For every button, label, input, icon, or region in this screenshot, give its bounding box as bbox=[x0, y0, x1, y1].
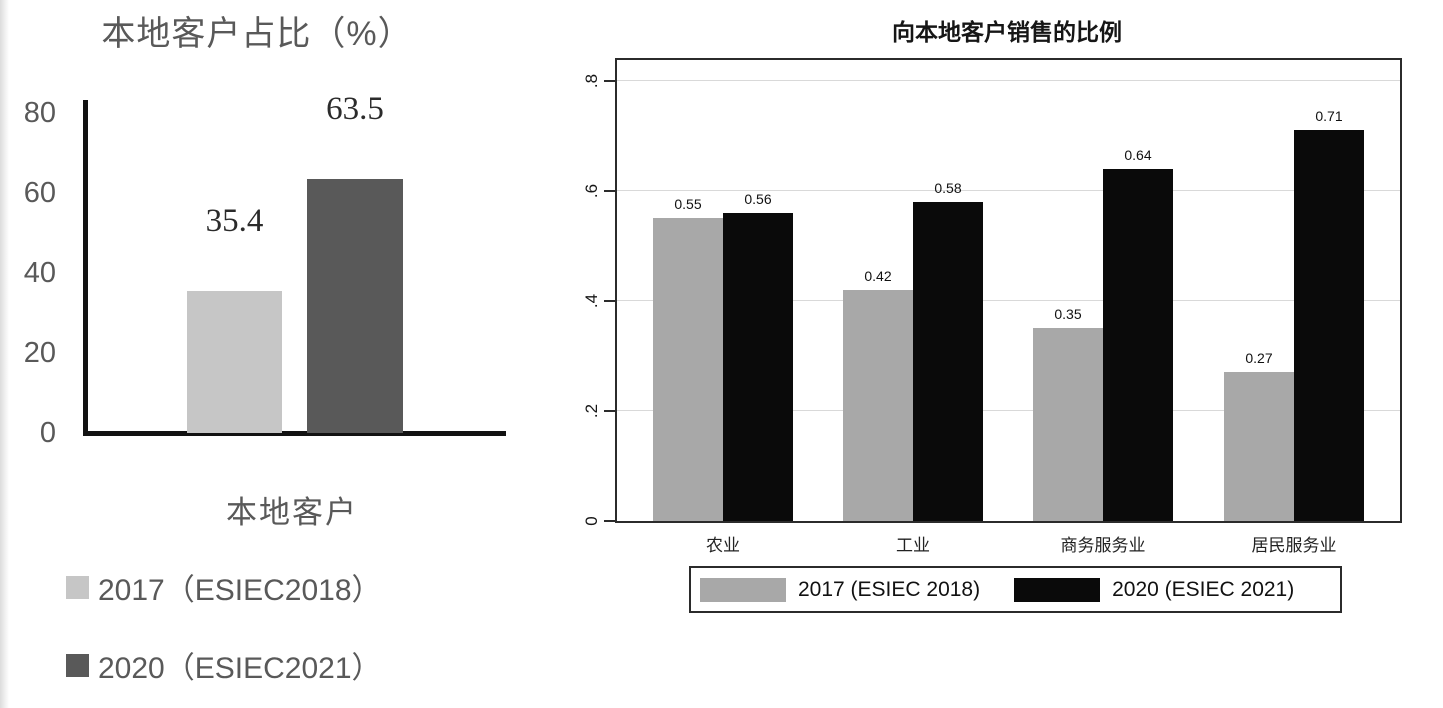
left-chart-y-axis-line bbox=[83, 100, 88, 436]
legend-label: 2017（ESIEC2018） bbox=[98, 574, 382, 607]
y-tick-mark bbox=[604, 190, 615, 192]
category-label: 居民服务业 bbox=[1251, 536, 1337, 555]
bar-value-label: 0.64 bbox=[1124, 147, 1152, 163]
bar-value-label: 0.56 bbox=[744, 191, 772, 207]
bar bbox=[913, 202, 983, 521]
left-chart-x-axis-line bbox=[83, 431, 506, 436]
gridline bbox=[617, 300, 1400, 301]
gridline bbox=[617, 80, 1400, 81]
bar bbox=[1294, 130, 1364, 521]
legend-swatch bbox=[66, 653, 89, 677]
left-chart-x-label: 本地客户 bbox=[226, 495, 358, 530]
bar-value-label: 0.71 bbox=[1315, 108, 1343, 124]
y-tick-label: .6 bbox=[582, 183, 601, 199]
legend-item: 2020 (ESIEC 2021) bbox=[1014, 577, 1295, 602]
y-tick-label: 60 bbox=[23, 177, 56, 209]
legend-item: 2017 (ESIEC 2018) bbox=[700, 577, 981, 602]
bar bbox=[723, 213, 793, 521]
bar-value-label: 0.42 bbox=[864, 268, 892, 284]
bar bbox=[307, 179, 403, 433]
y-tick-mark bbox=[604, 410, 615, 412]
bar-value-label: 0.55 bbox=[674, 196, 702, 212]
legend-label: 2020（ESIEC2021） bbox=[98, 652, 382, 685]
bar-value-label: 0.35 bbox=[1054, 306, 1082, 322]
legend-item: 2017（ESIEC2018） bbox=[66, 569, 382, 607]
y-tick-label: .4 bbox=[582, 293, 601, 309]
right-chart-legend: 2017 (ESIEC 2018) 2020 (ESIEC 2021) bbox=[689, 566, 1342, 613]
scan-edge-shade bbox=[0, 0, 9, 708]
y-tick-label: 80 bbox=[23, 97, 56, 129]
y-tick-mark bbox=[604, 80, 615, 82]
legend-item: 2020（ESIEC2021） bbox=[66, 647, 382, 685]
right-chart-plot-area: 0.55 0.42 0.35 0.27 0.56 0.58 0.64 0.71 bbox=[615, 58, 1402, 523]
bar-value-label: 0.58 bbox=[934, 180, 962, 196]
bar-value-label: 35.4 bbox=[205, 203, 264, 239]
bar bbox=[187, 291, 282, 433]
y-tick-label: 0 bbox=[39, 417, 56, 449]
legend-swatch bbox=[66, 575, 89, 599]
bar-value-label: 63.5 bbox=[326, 91, 384, 127]
y-tick-label: .8 bbox=[582, 73, 601, 89]
y-tick-mark bbox=[604, 520, 615, 522]
y-tick-label: 40 bbox=[23, 257, 56, 289]
y-tick-label: 20 bbox=[23, 337, 56, 369]
y-tick-mark bbox=[604, 300, 615, 302]
right-chart-title: 向本地客户销售的比例 bbox=[892, 19, 1122, 45]
gridline bbox=[617, 410, 1400, 411]
category-label: 农业 bbox=[706, 536, 740, 555]
y-tick-label: .2 bbox=[582, 403, 601, 419]
y-tick-label: 0 bbox=[582, 516, 601, 526]
bar bbox=[653, 218, 723, 521]
bar bbox=[843, 290, 913, 521]
left-chart-title: 本地客户占比（%） bbox=[101, 15, 413, 53]
bar bbox=[1224, 372, 1294, 521]
gridline bbox=[617, 190, 1400, 191]
bar-value-label: 0.27 bbox=[1245, 350, 1273, 366]
bar bbox=[1103, 169, 1173, 521]
category-label: 工业 bbox=[896, 536, 930, 555]
legend-swatch bbox=[700, 577, 786, 602]
legend-label: 2017 (ESIEC 2018) bbox=[798, 577, 981, 601]
legend-label: 2020 (ESIEC 2021) bbox=[1112, 577, 1295, 601]
category-label: 商务服务业 bbox=[1060, 536, 1146, 555]
bar bbox=[1033, 328, 1103, 521]
legend-swatch bbox=[1014, 577, 1101, 602]
